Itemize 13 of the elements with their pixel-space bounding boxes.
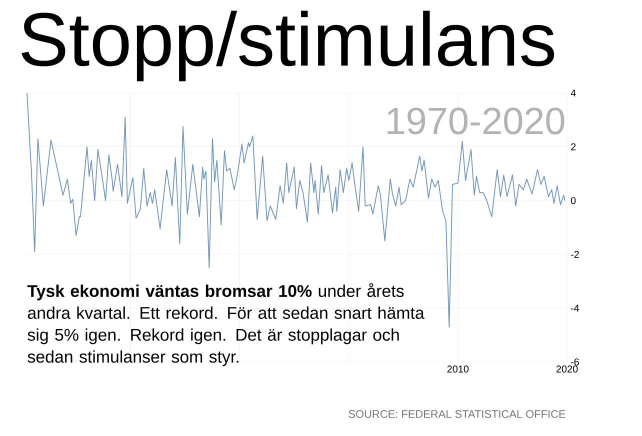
x-tick-label: 2020 (556, 366, 578, 373)
y-tick-label: -4 (570, 304, 580, 312)
chart-subtitle: 1970-2020 (388, 108, 564, 134)
y-tick-label: 0 (570, 197, 576, 204)
y-tick-label: -2 (570, 250, 579, 258)
chart-title: Stopp/stimulans (22, 10, 554, 82)
source-note: SOURCE: FEDERAL STATISTICAL OFFICE (348, 410, 566, 418)
x-tick-label: 2010 (447, 366, 469, 373)
y-tick-label: 2 (571, 143, 576, 150)
y-tick-label: 4 (570, 90, 576, 96)
y-tick-label: -6 (570, 358, 579, 366)
line-series (26, 92, 566, 328)
annotation: Tysk ekonomi väntas bromsar 10% under årets andra kvartal. Ett rekord. För att sedan snart hämta sig 5% igen. Rekord igen. Det är stopplagar och sedan stimulanser som styr. (27, 283, 424, 366)
